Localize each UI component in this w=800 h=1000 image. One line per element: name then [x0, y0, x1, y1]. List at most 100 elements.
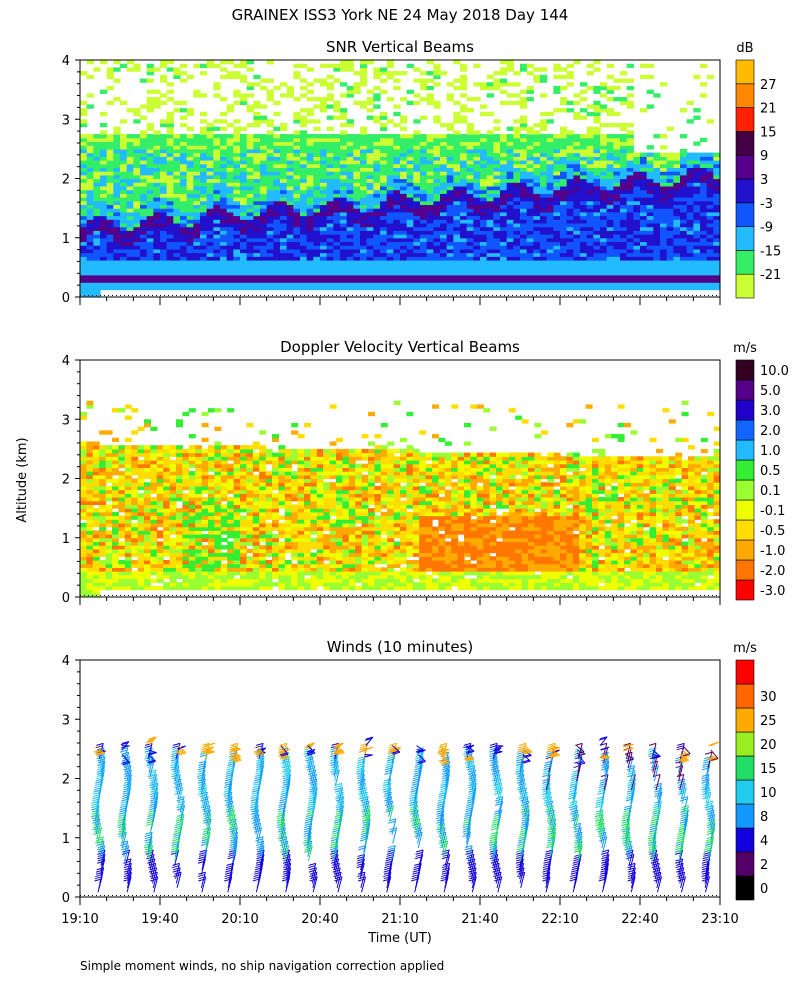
- doppler-cell: [86, 530, 94, 535]
- snr-cell: [453, 204, 461, 209]
- snr-cell: [86, 211, 94, 217]
- snr-cell: [480, 159, 488, 165]
- snr-cell: [380, 208, 388, 213]
- snr-cell: [120, 285, 128, 291]
- snr-cell: [573, 274, 581, 280]
- snr-cell: [173, 211, 181, 217]
- snr-cell: [626, 104, 634, 109]
- snr-cell: [106, 145, 114, 150]
- snr-cell: [146, 252, 154, 257]
- snr-cell: [340, 193, 348, 198]
- snr-cell: [146, 152, 154, 157]
- snr-cell: [493, 278, 501, 283]
- snr-cell: [393, 215, 401, 220]
- snr-cell: [320, 185, 328, 191]
- snr-cell: [333, 263, 341, 268]
- snr-cell: [86, 256, 94, 261]
- doppler-cell: [137, 534, 145, 539]
- doppler-cell: [118, 582, 126, 587]
- snr-cell: [353, 245, 361, 250]
- snr-cell: [306, 278, 314, 283]
- snr-cell: [306, 208, 314, 213]
- snr-cell: [333, 278, 341, 283]
- snr-cell: [400, 208, 408, 213]
- snr-cell: [140, 159, 148, 165]
- snr-cell: [646, 278, 654, 283]
- snr-cell: [440, 211, 448, 217]
- snr-cell: [133, 200, 141, 206]
- snr-cell: [193, 208, 201, 213]
- snr-cell: [420, 97, 428, 102]
- snr-cell: [140, 145, 148, 150]
- snr-cell: [286, 141, 294, 146]
- snr-cell: [213, 267, 221, 272]
- snr-cell: [440, 248, 448, 254]
- doppler-cell: [99, 537, 107, 543]
- snr-cell: [680, 193, 688, 198]
- snr-cell: [213, 274, 221, 280]
- snr-cell: [406, 237, 414, 243]
- snr-cell: [360, 145, 368, 150]
- snr-cell: [606, 108, 614, 113]
- snr-cell: [333, 219, 341, 224]
- snr-cell: [453, 130, 461, 135]
- snr-cell: [593, 204, 601, 209]
- snr-cell: [453, 285, 461, 291]
- snr-cell: [520, 204, 528, 209]
- colorbar-swatch: [735, 131, 755, 156]
- doppler-cell: [99, 522, 107, 528]
- snr-cell: [493, 193, 501, 198]
- snr-cell: [560, 204, 568, 209]
- snr-cell: [653, 134, 661, 139]
- snr-cell: [446, 263, 454, 268]
- snr-cell: [80, 141, 88, 146]
- snr-cell: [80, 178, 88, 183]
- snr-cell: [360, 167, 368, 172]
- snr-cell: [340, 200, 348, 206]
- snr-cell: [500, 60, 508, 65]
- snr-cell: [173, 174, 181, 180]
- snr-cell: [173, 189, 181, 194]
- doppler-cell: [86, 459, 94, 465]
- snr-cell: [666, 267, 674, 272]
- snr-cell: [306, 97, 314, 102]
- snr-cell: [626, 178, 634, 183]
- snr-cell: [666, 226, 674, 231]
- snr-cell: [466, 182, 474, 187]
- snr-cell: [186, 148, 194, 154]
- snr-cell: [573, 182, 581, 187]
- snr-cell: [366, 174, 374, 180]
- snr-cell: [600, 108, 608, 113]
- snr-cell: [133, 141, 141, 146]
- snr-cell: [93, 200, 101, 206]
- snr-cell: [446, 163, 454, 168]
- snr-cell: [553, 145, 561, 150]
- doppler-cell: [118, 452, 126, 457]
- snr-cell: [93, 197, 101, 202]
- snr-cell: [340, 63, 348, 69]
- snr-cell: [433, 137, 441, 143]
- snr-cell: [580, 237, 588, 243]
- snr-cell: [246, 108, 254, 113]
- snr-cell: [513, 204, 521, 209]
- snr-cell: [126, 222, 134, 228]
- doppler-cell: [137, 493, 145, 498]
- snr-cell: [333, 234, 341, 239]
- snr-cell: [506, 182, 514, 187]
- snr-cell: [540, 152, 548, 157]
- snr-cell: [86, 204, 94, 209]
- snr-cell: [586, 85, 594, 91]
- snr-cell: [606, 204, 614, 209]
- snr-cell: [546, 145, 554, 150]
- snr-cell: [366, 141, 374, 146]
- snr-cell: [220, 208, 228, 213]
- snr-cell: [326, 285, 334, 291]
- snr-cell: [320, 134, 328, 139]
- snr-cell: [266, 230, 274, 235]
- snr-cell: [486, 200, 494, 206]
- doppler-cell: [80, 578, 87, 583]
- doppler-cell: [124, 437, 132, 443]
- snr-cell: [220, 278, 228, 283]
- snr-cell: [586, 152, 594, 157]
- snr-cell: [586, 197, 594, 202]
